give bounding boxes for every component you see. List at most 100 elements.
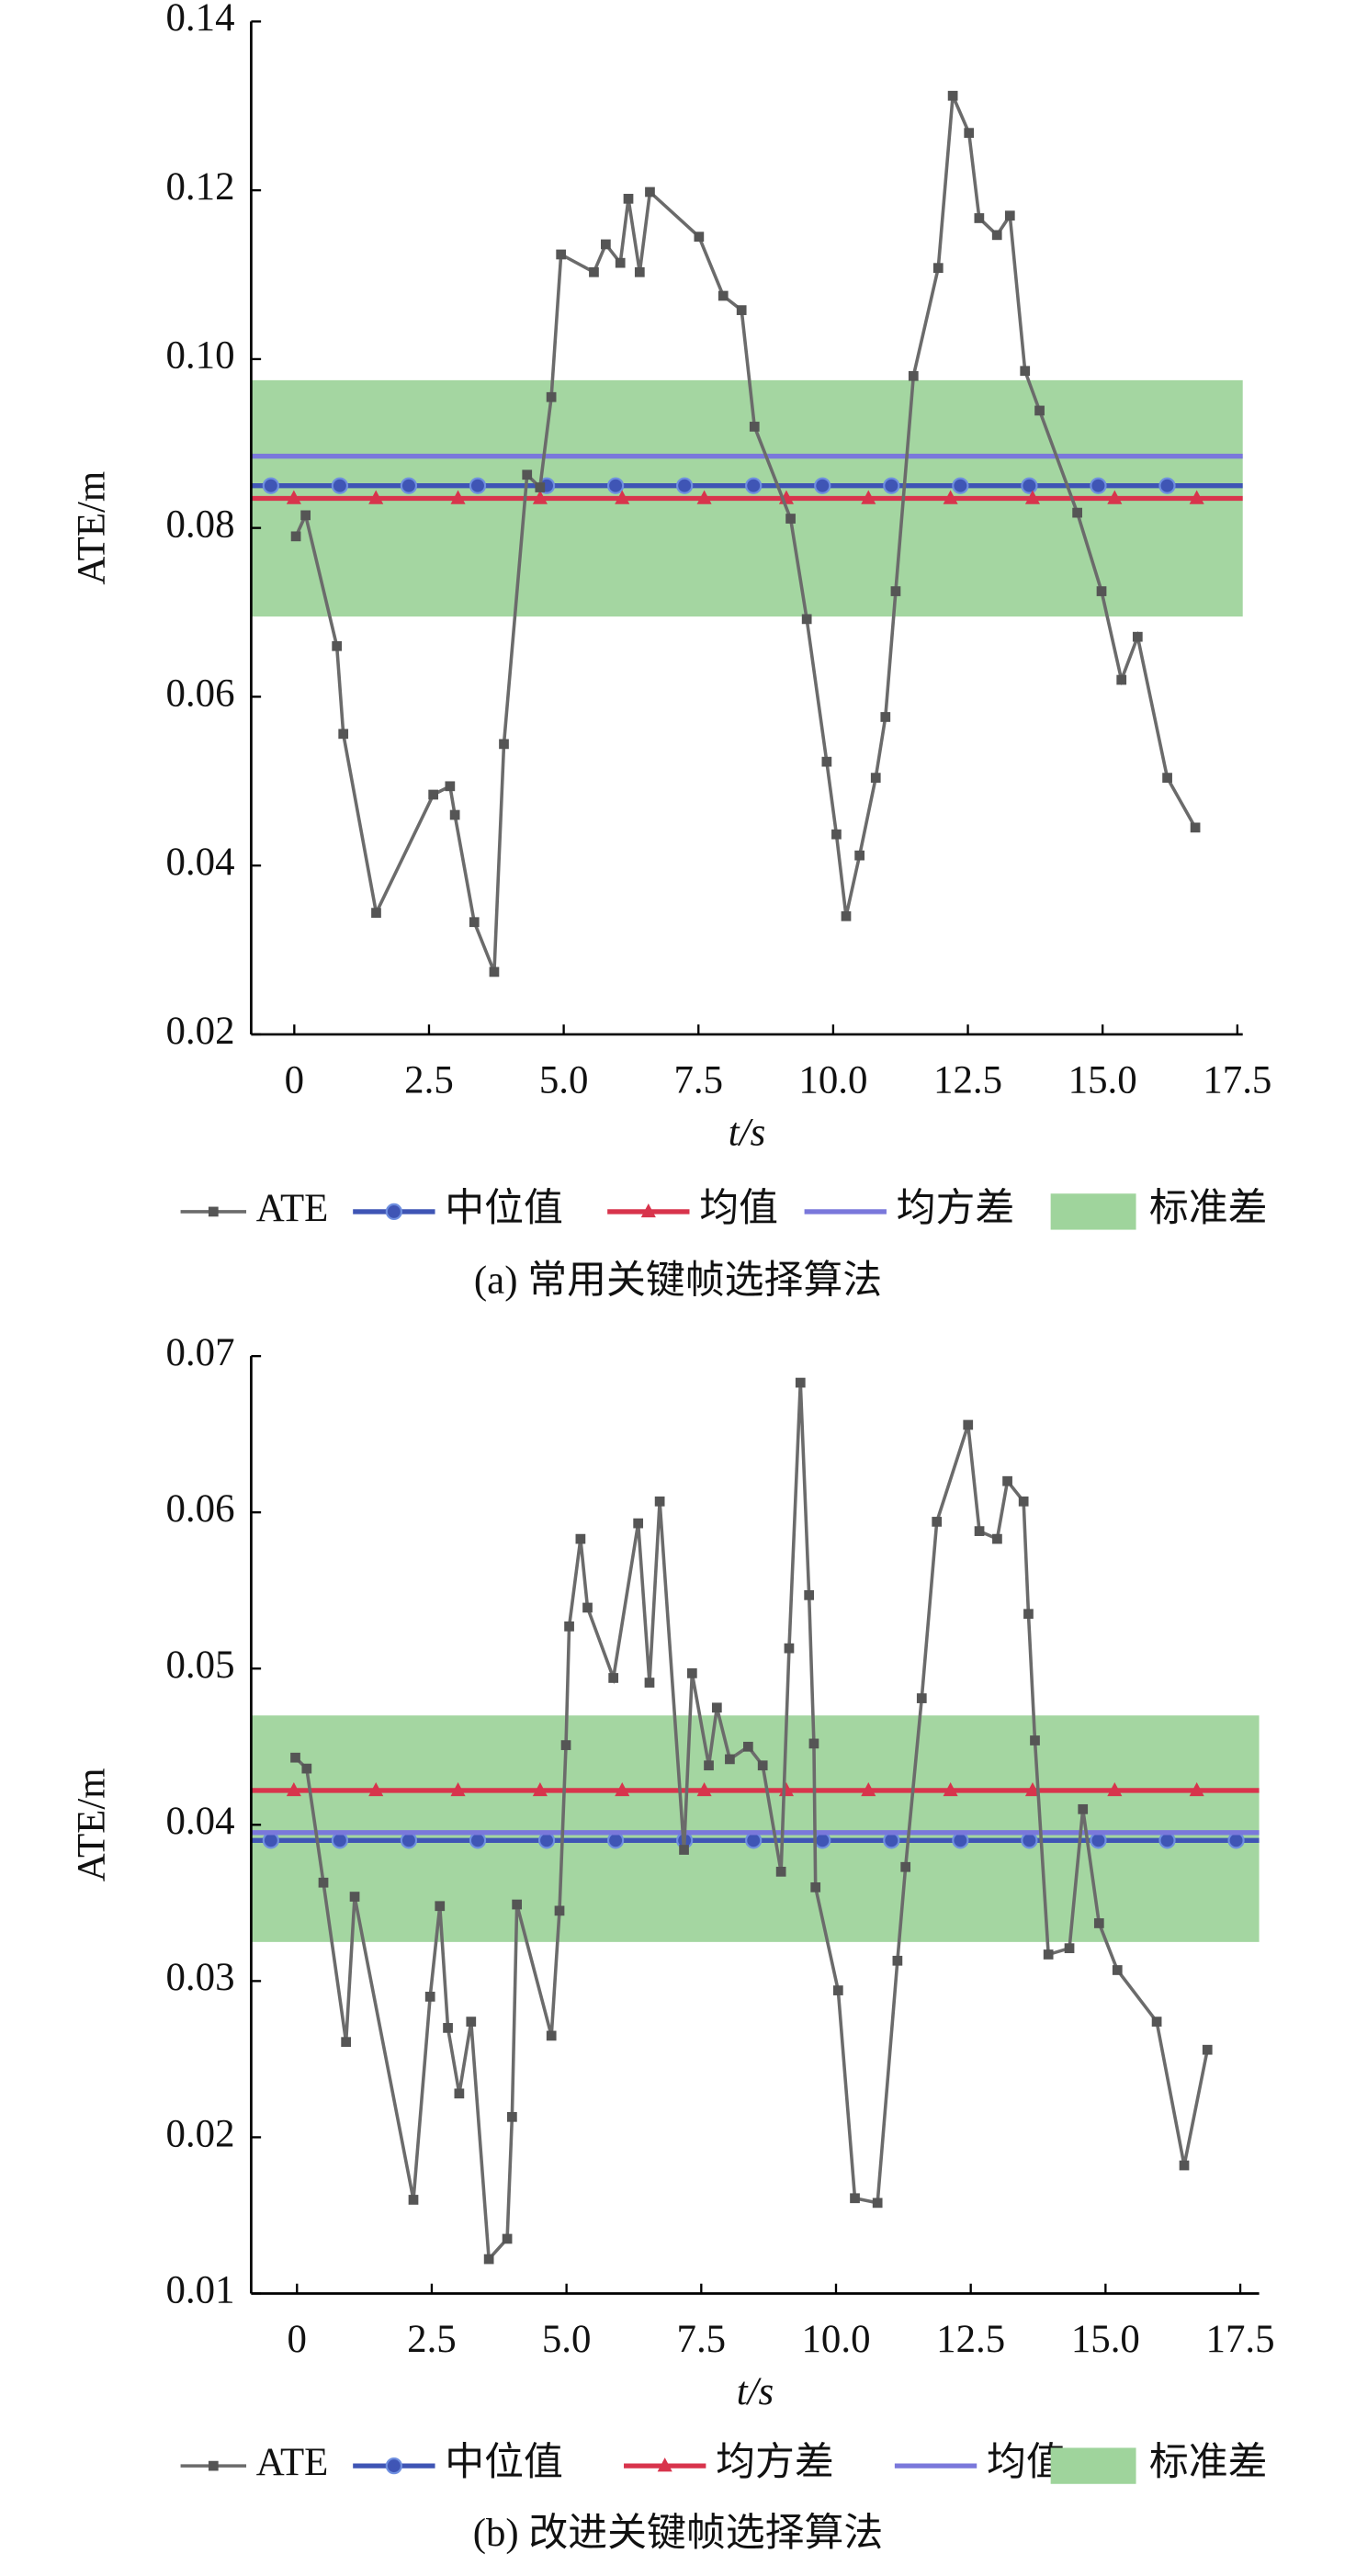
legend-label: 中位值 — [445, 1186, 563, 1230]
ate-marker — [900, 1861, 911, 1872]
reference-marker — [615, 1781, 630, 1797]
ate-marker — [1030, 1735, 1040, 1746]
ate-marker — [872, 2198, 883, 2209]
reference-marker — [1189, 490, 1204, 504]
reference-marker — [606, 477, 625, 494]
x-tick-label: 15.0 — [1068, 1058, 1137, 1102]
ate-marker — [301, 1763, 312, 1774]
ate-marker — [564, 1621, 574, 1632]
reference-marker — [1107, 1781, 1123, 1797]
caption: (a) 常用关键帧选择算法 — [474, 1259, 882, 1302]
ate-marker — [546, 391, 557, 402]
ate-marker — [1034, 405, 1045, 416]
ate-marker — [808, 1738, 819, 1749]
y-tick-label: 0.05 — [165, 1644, 234, 1687]
ate-marker — [445, 781, 456, 792]
reference-marker — [696, 490, 712, 504]
ate-marker — [784, 1643, 795, 1654]
reference-marker — [262, 477, 279, 494]
ate-marker — [850, 2193, 860, 2204]
ate-marker — [318, 1877, 329, 1888]
legend-marker — [640, 1203, 656, 1218]
legend-marker — [385, 1203, 402, 1221]
ate-marker — [469, 917, 480, 928]
y-tick-label: 0.06 — [165, 672, 234, 715]
reference-marker — [400, 477, 418, 494]
reference-marker — [262, 1832, 279, 1849]
reference-marker — [532, 490, 548, 504]
ate-marker — [908, 370, 919, 381]
ate-marker — [522, 469, 533, 480]
reference-marker — [286, 490, 301, 504]
ate-marker — [704, 1760, 714, 1771]
ate-marker — [870, 773, 881, 783]
reference-marker — [450, 1781, 466, 1797]
reference-marker — [745, 1832, 763, 1849]
reference-marker — [286, 1781, 301, 1797]
ate-marker — [742, 1741, 753, 1752]
x-tick-label: 17.5 — [1203, 1058, 1271, 1102]
ate-marker — [1078, 1803, 1089, 1814]
x-tick-label: 0 — [288, 2318, 307, 2361]
ate-marker — [831, 829, 842, 840]
reference-marker — [952, 477, 969, 494]
ate-marker — [300, 510, 311, 521]
x-tick-label: 10.0 — [798, 1058, 867, 1102]
ate-marker — [349, 1892, 360, 1902]
reference-marker — [883, 1832, 900, 1849]
y-tick-label: 0.08 — [165, 503, 234, 546]
ate-marker — [1064, 1943, 1075, 1954]
x-tick-label: 7.5 — [677, 2318, 727, 2361]
reference-marker — [331, 477, 349, 494]
ate-marker — [804, 1589, 815, 1600]
legend-label: 标准差 — [1149, 1187, 1268, 1230]
reference-marker — [943, 1781, 958, 1797]
reference-marker — [450, 490, 466, 504]
reference-marker — [1024, 1781, 1041, 1797]
ate-marker — [554, 1905, 565, 1916]
legend-swatch — [1050, 1193, 1136, 1230]
ate-marker — [974, 1526, 985, 1536]
legend-marker — [208, 2460, 219, 2471]
legend-label: 均方差 — [897, 1187, 1015, 1230]
ate-marker — [1018, 1496, 1029, 1507]
reference-marker — [861, 490, 876, 504]
x-tick-label: 2.5 — [407, 2318, 457, 2361]
ate-marker — [449, 809, 460, 820]
legend-label: ATE — [256, 1187, 329, 1230]
ate-marker — [974, 213, 985, 223]
y-tick-label: 0.01 — [165, 2268, 234, 2311]
reference-marker — [861, 1781, 876, 1797]
ate-marker — [546, 2030, 557, 2041]
ate-marker — [556, 249, 567, 260]
caption: (b) 改进关键帧选择算法 — [473, 2512, 884, 2555]
reference-marker — [952, 1832, 969, 1849]
ate-marker — [623, 193, 634, 204]
ate-marker — [880, 712, 891, 722]
ate-marker — [512, 1899, 523, 1910]
ate-marker — [1096, 586, 1107, 596]
ate-marker — [736, 305, 747, 315]
reference-marker — [1158, 1832, 1176, 1849]
ate-marker — [1151, 2017, 1162, 2027]
ate-marker — [507, 2111, 517, 2122]
ate-marker — [785, 514, 796, 524]
ate-marker — [694, 232, 705, 243]
ate-marker — [1004, 210, 1015, 221]
ate-marker — [615, 257, 626, 268]
reference-marker — [331, 1832, 349, 1849]
ate-marker — [932, 263, 944, 274]
legend-label: 标准差 — [1149, 2441, 1268, 2484]
x-tick-label: 5.0 — [542, 2318, 592, 2361]
reference-marker — [537, 1832, 556, 1849]
ate-marker — [749, 422, 760, 432]
reference-marker — [1024, 490, 1041, 504]
reference-marker — [1227, 1832, 1245, 1849]
x-tick-label: 15.0 — [1071, 2318, 1140, 2361]
ate-marker — [633, 1518, 644, 1529]
ate-marker — [408, 2195, 419, 2205]
reference-marker — [814, 477, 831, 494]
ate-marker — [711, 1702, 722, 1713]
ate-marker — [1190, 822, 1201, 833]
